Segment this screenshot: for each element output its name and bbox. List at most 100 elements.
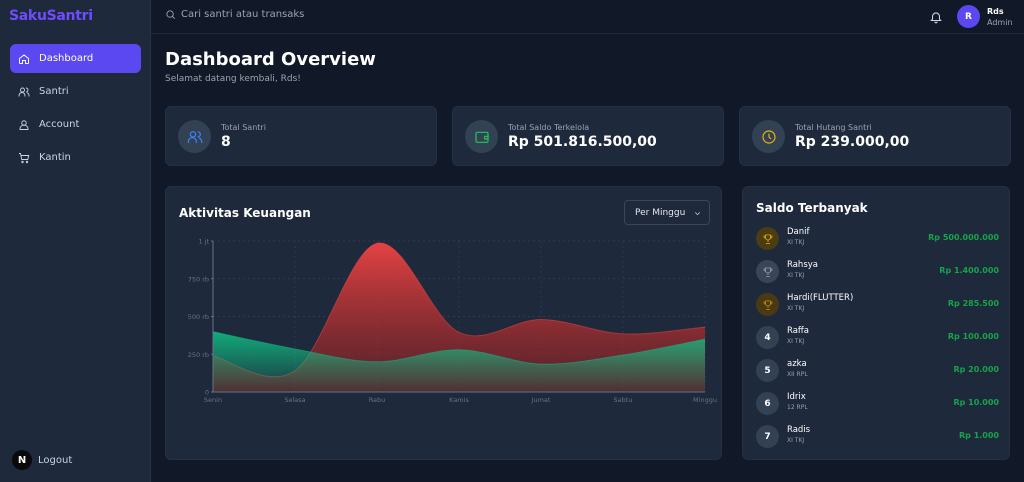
search-input[interactable]: Cari santri atau transaks — [165, 9, 304, 20]
sidebar-item-santri[interactable]: Santri — [10, 77, 141, 106]
clock-icon — [761, 129, 776, 144]
sidebar-item-kantin[interactable]: Kantin — [10, 143, 141, 172]
users-icon — [18, 87, 30, 96]
y-tick-label: 1 jt — [198, 238, 209, 246]
ranking-row[interactable]: Rahsya XI TKJ Rp 1.400.000 — [756, 260, 999, 286]
student-balance: Rp 285.500 — [947, 299, 999, 308]
ranking-row[interactable]: 6 Idrix 12 RPL Rp 10.000 — [756, 392, 999, 418]
student-class: XI TKJ — [787, 305, 805, 312]
ranking-row[interactable]: 4 Raffa XI TKJ Rp 100.000 — [756, 326, 999, 352]
user-avatar[interactable]: R — [957, 5, 980, 28]
student-name: Radis — [787, 425, 811, 435]
trophy-icon — [763, 234, 772, 244]
student-balance: Rp 1.000 — [959, 431, 999, 440]
chevron-down-icon — [694, 212, 701, 216]
page-title: Dashboard Overview — [165, 49, 376, 70]
chart-title: Aktivitas Keuangan — [179, 206, 311, 220]
sidebar-item-label: Santri — [39, 86, 69, 97]
x-tick-label: Sabtu — [614, 396, 633, 404]
y-tick-label: 0 — [205, 389, 209, 397]
wallet-icon — [474, 131, 489, 143]
stat-label: Total Saldo Terkelola — [508, 123, 590, 132]
student-class: XI TKJ — [787, 239, 805, 246]
student-class: 12 RPL — [787, 404, 808, 411]
user-role: Admin — [987, 18, 1013, 27]
trophy-icon — [763, 300, 772, 310]
student-class: XI TKJ — [787, 272, 805, 279]
student-balance: Rp 1.400.000 — [939, 266, 999, 275]
sidebar-item-label: Kantin — [39, 152, 71, 163]
saldo-ranking-card: Saldo Terbanyak Danif XI TKJ Rp 500.000.00… — [742, 186, 1010, 460]
topbar: Cari santri atau transaks R Rds Admin — [151, 0, 1024, 34]
rank-badge — [756, 293, 779, 316]
y-tick-label: 250 rb — [188, 351, 209, 359]
search-placeholder: Cari santri atau transaks — [181, 9, 305, 20]
student-balance: Rp 10.000 — [953, 398, 999, 407]
student-name: Danif — [787, 227, 810, 237]
student-balance: Rp 100.000 — [947, 332, 999, 341]
period-select[interactable]: Per Minggu — [624, 200, 710, 225]
users-icon — [187, 130, 202, 143]
student-name: Raffa — [787, 326, 809, 336]
notification-button[interactable] — [929, 9, 943, 28]
page-subtitle: Selamat datang kembali, Rds! — [165, 74, 301, 84]
student-balance: Rp 500.000.000 — [928, 233, 999, 242]
series-area-0 — [213, 331, 705, 392]
ranking-title: Saldo Terbanyak — [756, 201, 868, 215]
student-name: azka — [787, 359, 807, 369]
sidebar: SakuSantri Dashboard Santri Account Kant… — [0, 0, 151, 482]
y-tick-label: 750 rb — [188, 275, 209, 283]
user-info[interactable]: Rds Admin — [987, 6, 1013, 28]
stat-icon-wrap — [752, 120, 785, 153]
x-tick-label: Minggu — [693, 396, 717, 404]
ranking-row[interactable]: Danif XI TKJ Rp 500.000.000 — [756, 227, 999, 253]
student-name: Hardi(FLUTTER) — [787, 293, 854, 303]
rank-badge — [756, 227, 779, 250]
home-icon — [19, 53, 29, 64]
student-name: Idrix — [787, 392, 806, 402]
logout-button[interactable]: N Logout — [12, 450, 72, 470]
rank-badge: 6 — [756, 392, 779, 415]
ranking-row[interactable]: 7 Radis XI TKJ Rp 1.000 — [756, 425, 999, 451]
activity-chart: 0 250 rb 500 rb 750 rb 1 jt Senin Selasa Rabu Ka… — [188, 238, 717, 405]
search-icon — [166, 10, 175, 19]
stat-icon-wrap — [465, 120, 498, 153]
user-name: Rds — [987, 7, 1004, 16]
trophy-icon — [763, 267, 772, 277]
x-tick-label: Kamis — [449, 396, 469, 404]
stat-value: Rp 239.000,00 — [795, 134, 910, 150]
student-class: XII RPL — [787, 371, 808, 378]
series-area-1 — [213, 242, 705, 392]
sidebar-item-label: Account — [39, 119, 80, 130]
ranking-row[interactable]: 5 azka XII RPL Rp 20.000 — [756, 359, 999, 385]
logout-label: Logout — [38, 454, 73, 466]
rank-badge: 4 — [756, 326, 779, 349]
student-class: XI TKJ — [787, 437, 805, 444]
brand-logo[interactable]: SakuSantri — [9, 8, 93, 24]
stat-icon-wrap — [178, 120, 211, 153]
stat-value: 8 — [221, 134, 231, 150]
activity-card: Aktivitas Keuangan Per Minggu 0 250 rb 500… — [165, 186, 722, 460]
student-balance: Rp 20.000 — [953, 365, 999, 374]
stat-card-total-saldo: Total Saldo Terkelola Rp 501.816.500,00 — [452, 106, 724, 166]
stat-label: Total Hutang Santri — [795, 123, 872, 132]
x-tick-label: Senin — [204, 396, 222, 404]
x-tick-label: Rabu — [369, 396, 386, 404]
sidebar-item-dashboard[interactable]: Dashboard — [10, 44, 141, 73]
student-class: XI TKJ — [787, 338, 805, 345]
bell-icon — [930, 12, 942, 24]
sidebar-item-label: Dashboard — [39, 53, 94, 64]
stat-value: Rp 501.816.500,00 — [508, 134, 657, 150]
student-name: Rahsya — [787, 260, 818, 270]
cart-icon — [19, 152, 30, 163]
rank-badge: 7 — [756, 425, 779, 448]
rank-badge — [756, 260, 779, 283]
x-tick-label: Selasa — [284, 396, 305, 404]
rank-badge: 5 — [756, 359, 779, 382]
sidebar-nav: Dashboard Santri Account Kantin — [10, 44, 141, 176]
stat-card-total-santri: Total Santri 8 — [165, 106, 437, 166]
sidebar-item-account[interactable]: Account — [10, 110, 141, 139]
stat-card-total-hutang: Total Hutang Santri Rp 239.000,00 — [739, 106, 1011, 166]
period-select-value: Per Minggu — [635, 207, 686, 218]
ranking-row[interactable]: Hardi(FLUTTER) XI TKJ Rp 285.500 — [756, 293, 999, 319]
